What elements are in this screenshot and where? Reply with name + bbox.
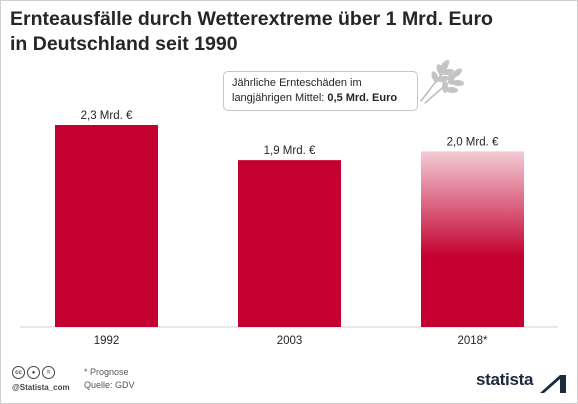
title-line-1: Ernteausfälle durch Wetterextreme über 1… (10, 8, 493, 30)
by-icon[interactable]: ● (27, 366, 40, 379)
x-tick-2003: 2003 (277, 335, 303, 347)
bar-1992 (55, 125, 158, 327)
source-note: Quelle: GDV (84, 380, 135, 390)
data-label-2003: 1,9 Mrd. € (264, 145, 316, 157)
bar-2003 (238, 160, 341, 327)
license-icons: cc ● = (12, 366, 55, 379)
statista-logo-mark (540, 375, 566, 393)
cc-icon[interactable]: cc (12, 366, 25, 379)
title-line-2: in Deutschland seit 1990 (10, 33, 238, 55)
data-label-2018*: 2,0 Mrd. € (447, 136, 499, 148)
callout-line-2-value: 0,5 Mrd. Euro (327, 92, 398, 104)
chart-title: Ernteausfälle durch Wetterextreme über 1… (10, 7, 550, 57)
x-tick-2018*: 2018* (457, 335, 488, 347)
wheat-icon (420, 59, 464, 104)
equals-icon[interactable]: = (42, 366, 55, 379)
average-damage-callout: Jährliche Ernteschäden im langjährigen M… (223, 71, 418, 111)
statista-credit[interactable]: @Statista_com (12, 383, 70, 392)
callout-line-2-prefix: langjährigen Mittel: (232, 92, 328, 104)
footnote: * Prognose Quelle: GDV (84, 366, 135, 392)
prognose-note: * Prognose (84, 367, 129, 377)
callout-line-1: Jährliche Ernteschäden im (232, 77, 362, 89)
bar-2018* (421, 151, 524, 327)
statista-logo[interactable]: statista (476, 370, 534, 389)
data-label-1992: 2,3 Mrd. € (81, 110, 133, 122)
x-tick-1992: 1992 (94, 335, 120, 347)
callout-line-2: langjährigen Mittel: 0,5 Mrd. Euro (232, 91, 417, 106)
